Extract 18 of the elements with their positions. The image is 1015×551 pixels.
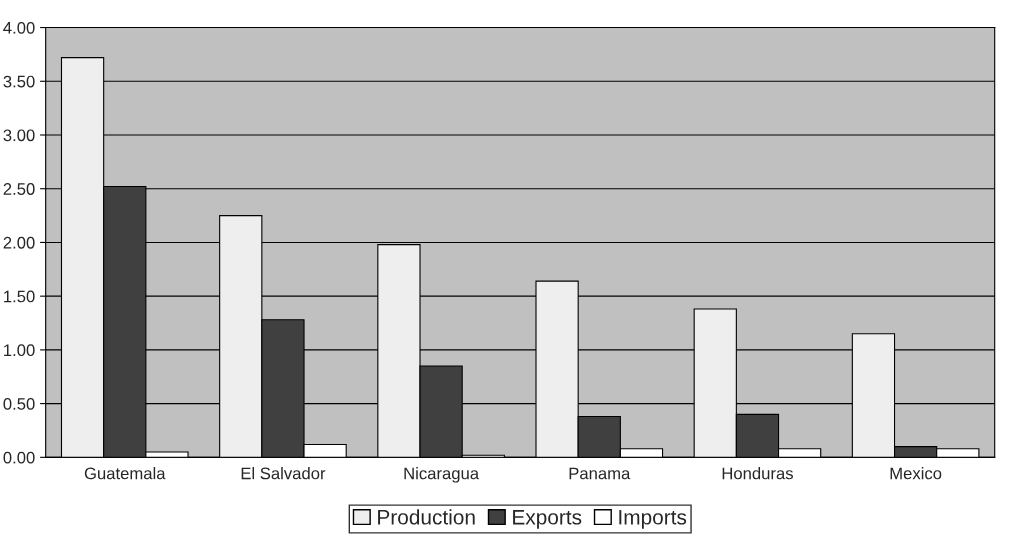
y-tick-label: 0.50 (3, 398, 35, 410)
x-tick-label: Mexico (890, 467, 942, 480)
y-tick-label: 3.00 (3, 129, 35, 142)
y-tick-label: 0.00 (3, 451, 35, 464)
legend-label: Imports (619, 510, 687, 529)
legend-label: Production (378, 509, 475, 525)
y-tick-label: 2.00 (3, 236, 35, 249)
y-tick-label: 1.00 (4, 344, 35, 357)
y-tick-label: 4.00 (3, 21, 35, 34)
x-tick-label: Honduras (722, 467, 793, 480)
legend-label: Exports (513, 510, 582, 529)
x-tick-label: Guatemala (84, 467, 166, 480)
x-tick-label: Nicaragua (404, 467, 480, 483)
y-tick-label: 3.50 (3, 75, 35, 88)
y-tick-label: 1.50 (4, 290, 35, 303)
y-tick-label: 2.50 (3, 183, 35, 195)
x-tick-label: Panama (569, 467, 631, 480)
x-tick-label: El Salvador (241, 467, 326, 480)
